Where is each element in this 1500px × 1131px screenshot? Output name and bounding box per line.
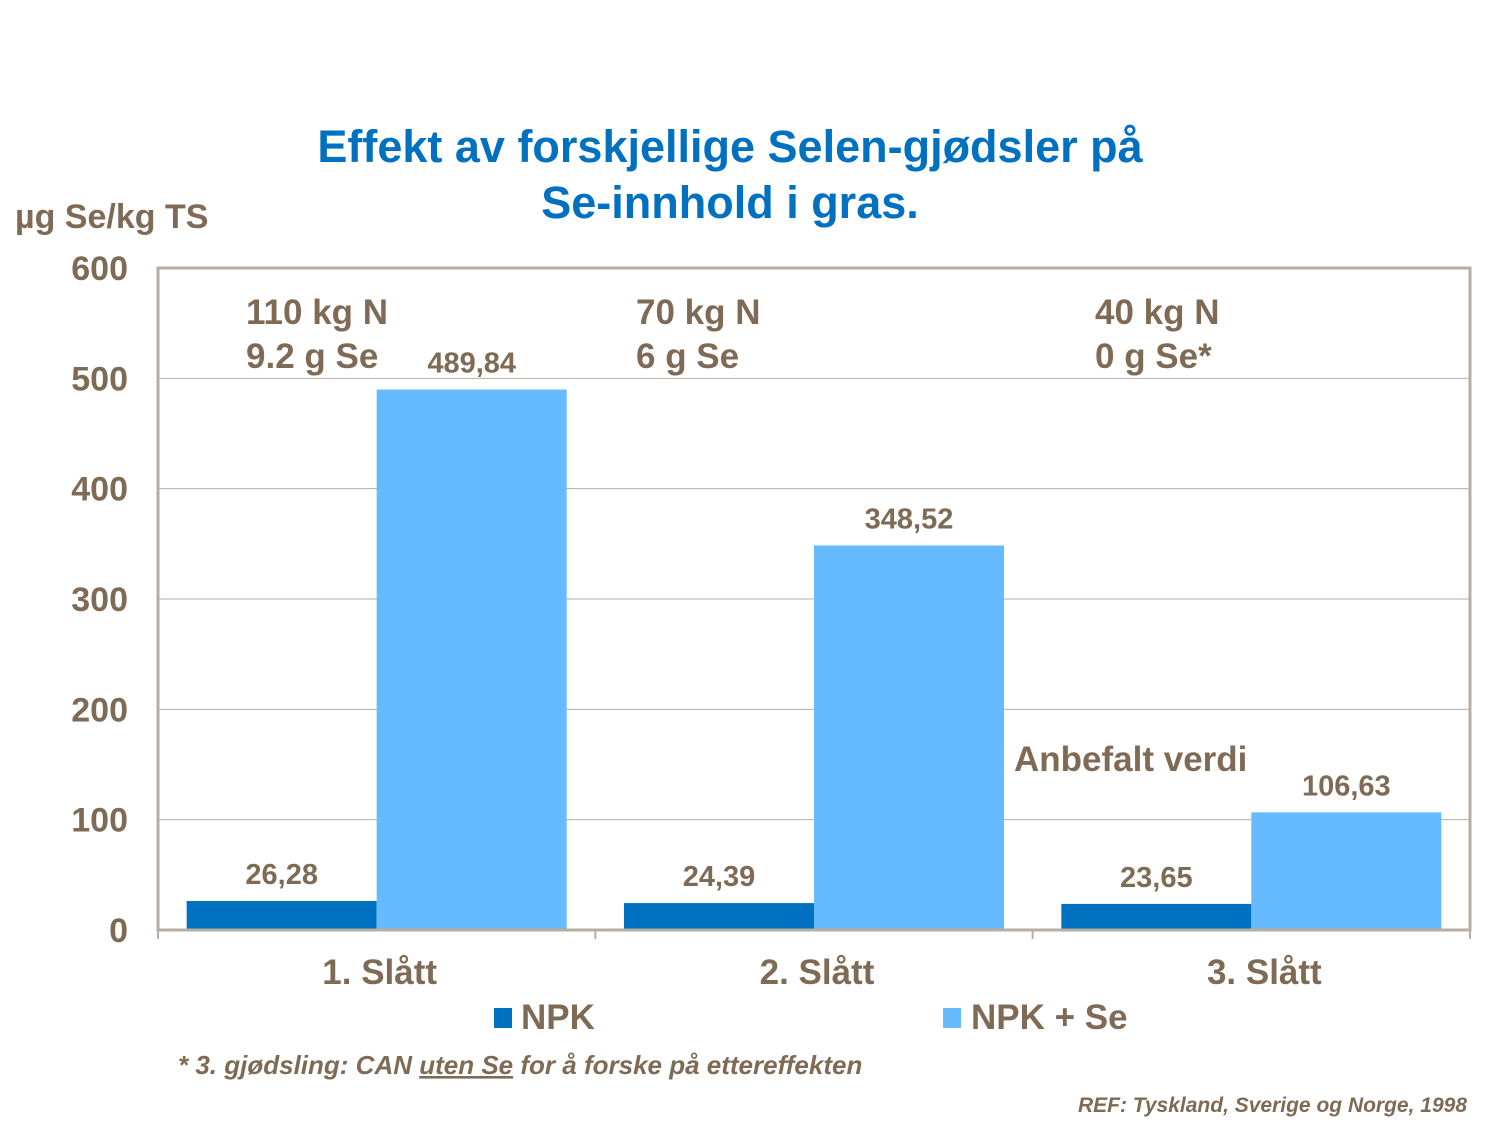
y-axis-label: µg Se/kg TS bbox=[15, 198, 208, 236]
legend-swatch-npk bbox=[494, 1008, 512, 1028]
footnote: * 3. gjødsling: CAN uten Se for å forske… bbox=[178, 1050, 862, 1080]
y-tick-label: 500 bbox=[71, 360, 128, 398]
data-label: 26,28 bbox=[245, 859, 318, 891]
data-label: 23,65 bbox=[1120, 862, 1193, 894]
reference: REF: Tyskland, Sverige og Norge, 1998 bbox=[1078, 1094, 1467, 1117]
y-tick-label: 200 bbox=[71, 691, 128, 729]
y-tick-label: 400 bbox=[71, 471, 128, 509]
bar-npk-se bbox=[376, 389, 567, 930]
legend-label-npk: NPK bbox=[521, 998, 595, 1037]
x-tick-label: 1. Slått bbox=[322, 953, 437, 992]
x-tick-label: 2. Slått bbox=[760, 953, 875, 992]
y-axis-ticks: 0 100 200 300 400 500 600 bbox=[71, 250, 128, 950]
footnote-prefix: * 3. gjødsling: CAN bbox=[178, 1050, 419, 1080]
legend-swatch-npk-se bbox=[943, 1008, 961, 1028]
bar-npk bbox=[1061, 903, 1252, 930]
annotation-recommended: Anbefalt verdi bbox=[1014, 740, 1247, 779]
data-label: 24,39 bbox=[683, 861, 756, 893]
bar-npk-se bbox=[1251, 812, 1442, 930]
annotation-group3-n: 40 kg N bbox=[1095, 293, 1220, 332]
chart-title-line1: Effekt av forskjellige Selen-gjødsler på bbox=[317, 121, 1143, 172]
y-tick-label: 600 bbox=[71, 250, 128, 288]
annotation-group1-se: 9.2 g Se bbox=[246, 337, 378, 376]
annotations: 110 kg N 9.2 g Se 70 kg N 6 g Se 40 kg N… bbox=[246, 293, 1247, 779]
annotation-group3-se: 0 g Se* bbox=[1095, 337, 1212, 376]
y-tick-label: 0 bbox=[109, 912, 128, 950]
annotation-group2-se: 6 g Se bbox=[636, 337, 739, 376]
data-label: 489,84 bbox=[427, 348, 516, 380]
y-tick-label: 300 bbox=[71, 581, 128, 619]
bar-npk bbox=[186, 901, 377, 930]
bars: 26,28 489,84 24,39 348,52 23,65 106,63 bbox=[186, 348, 1442, 930]
footnote-suffix: for å forske på ettereffekten bbox=[513, 1050, 862, 1080]
bar-npk-se bbox=[814, 545, 1004, 930]
x-axis: 1. Slått 2. Slått 3. Slått bbox=[157, 928, 1471, 992]
annotation-group2-n: 70 kg N bbox=[636, 293, 761, 332]
annotation-group1-n: 110 kg N bbox=[246, 293, 388, 332]
legend-label-npk-se: NPK + Se bbox=[971, 998, 1128, 1037]
legend: NPK NPK + Se bbox=[494, 998, 1128, 1037]
chart-title-line2: Se-innhold i gras. bbox=[541, 177, 919, 228]
footnote-underlined: uten Se bbox=[419, 1050, 513, 1080]
data-label: 348,52 bbox=[865, 503, 954, 535]
data-label: 106,63 bbox=[1302, 770, 1391, 802]
y-tick-label: 100 bbox=[71, 802, 128, 840]
bar-npk bbox=[624, 903, 814, 930]
x-tick-label: 3. Slått bbox=[1207, 953, 1322, 992]
